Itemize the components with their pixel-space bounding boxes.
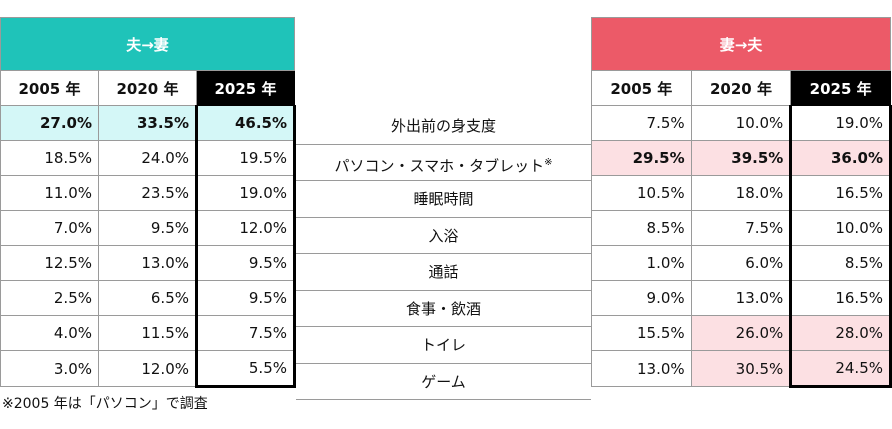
item-label: 睡眠時間 (296, 181, 591, 218)
husband-title: 夫 (126, 35, 142, 54)
value-cell: 36.0% (789, 140, 892, 176)
item-label: 外出前の身支度 (296, 108, 591, 145)
wife-title: 妻 (719, 35, 735, 54)
husband-to-wife-table: 夫→妻 2005 年 2020 年 2025 年 27.0% 33.5% 46.… (0, 17, 296, 388)
item-label: パソコン・スマホ・タブレット※ (296, 145, 591, 181)
value-cell: 7.5% (591, 105, 692, 141)
table-row: 9.0% 13.0% 16.5% (591, 280, 892, 316)
item-label-column: 外出前の身支度 パソコン・スマホ・タブレット※ 睡眠時間 入浴 通話 食事・飲酒… (296, 108, 591, 400)
value-cell: 11.5% (98, 315, 197, 351)
value-cell: 18.0% (690, 175, 792, 211)
table-row: 3.0% 12.0% 5.5% (0, 350, 296, 388)
table-row: 29.5% 39.5% 36.0% (591, 140, 892, 176)
value-cell: 30.5% (690, 350, 792, 387)
value-cell: 24.5% (789, 350, 892, 388)
year-header-2025: 2025 年 (196, 70, 295, 106)
value-cell: 18.5% (0, 140, 99, 176)
item-label: 食事・飲酒 (296, 291, 591, 327)
value-cell: 7.5% (690, 210, 792, 246)
table-row: 1.0% 6.0% 8.5% (591, 245, 892, 281)
value-cell: 9.5% (195, 280, 296, 316)
table-row: 11.0% 23.5% 19.0% (0, 175, 296, 211)
table-row: 8.5% 7.5% 10.0% (591, 210, 892, 246)
value-cell: 6.5% (98, 280, 197, 316)
value-cell: 39.5% (690, 140, 792, 176)
value-cell: 4.0% (0, 315, 99, 351)
value-cell: 7.5% (195, 315, 296, 351)
value-cell: 19.0% (195, 175, 296, 211)
husband-to-wife-header: 夫→妻 (0, 17, 295, 71)
item-label: トイレ (296, 327, 591, 364)
item-label: 入浴 (296, 218, 591, 254)
item-label: 通話 (296, 254, 591, 291)
item-label: ゲーム (296, 364, 591, 400)
table-row: 12.5% 13.0% 9.5% (0, 245, 296, 281)
table-row: 18.5% 24.0% 19.5% (0, 140, 296, 176)
item-label-text: パソコン・スマホ・タブレット (334, 156, 545, 175)
table-row: 2.5% 6.5% 9.5% (0, 280, 296, 316)
value-cell: 13.0% (98, 245, 197, 281)
value-cell: 19.0% (789, 105, 892, 141)
value-cell: 10.0% (789, 210, 892, 246)
value-cell: 13.0% (690, 280, 792, 316)
item-note-mark: ※ (544, 156, 553, 168)
value-cell: 6.0% (690, 245, 792, 281)
value-cell: 10.5% (591, 175, 692, 211)
wife-title-suffix: →夫 (734, 35, 763, 54)
value-cell: 12.0% (98, 350, 197, 387)
value-cell: 15.5% (591, 315, 692, 351)
value-cell: 19.5% (195, 140, 296, 176)
value-cell: 16.5% (789, 280, 892, 316)
value-cell: 8.5% (789, 245, 892, 281)
table-row: 4.0% 11.5% 7.5% (0, 315, 296, 351)
year-header-2020: 2020 年 (98, 70, 197, 106)
value-cell: 1.0% (591, 245, 692, 281)
value-cell: 46.5% (195, 105, 296, 141)
value-cell: 33.5% (98, 105, 197, 141)
value-cell: 13.0% (591, 350, 692, 387)
value-cell: 10.0% (690, 105, 792, 141)
value-cell: 2.5% (0, 280, 99, 316)
value-cell: 23.5% (98, 175, 197, 211)
value-cell: 16.5% (789, 175, 892, 211)
wife-to-husband-header: 妻→夫 (591, 17, 891, 71)
wife-to-husband-table: 妻→夫 2005 年 2020 年 2025 年 7.5% 10.0% 19.0… (591, 17, 892, 388)
year-header-2005: 2005 年 (0, 70, 99, 106)
value-cell: 11.0% (0, 175, 99, 211)
value-cell: 9.5% (195, 245, 296, 281)
value-cell: 12.5% (0, 245, 99, 281)
value-cell: 5.5% (195, 350, 296, 388)
value-cell: 8.5% (591, 210, 692, 246)
value-cell: 3.0% (0, 350, 99, 387)
table-row: 10.5% 18.0% 16.5% (591, 175, 892, 211)
value-cell: 9.0% (591, 280, 692, 316)
husband-title-suffix: →妻 (141, 35, 169, 54)
year-header-2025: 2025 年 (790, 70, 891, 106)
value-cell: 12.0% (195, 210, 296, 246)
footnote: ※2005 年は「パソコン」で調査 (2, 396, 208, 412)
value-cell: 24.0% (98, 140, 197, 176)
table-row: 7.5% 10.0% 19.0% (591, 105, 892, 141)
value-cell: 7.0% (0, 210, 99, 246)
table-row: 27.0% 33.5% 46.5% (0, 105, 296, 141)
value-cell: 29.5% (591, 140, 692, 176)
value-cell: 27.0% (0, 105, 99, 141)
value-cell: 9.5% (98, 210, 197, 246)
year-header-2005: 2005 年 (591, 70, 692, 106)
table-row: 15.5% 26.0% 28.0% (591, 315, 892, 351)
table-row: 13.0% 30.5% 24.5% (591, 350, 892, 388)
value-cell: 26.0% (690, 315, 792, 351)
value-cell: 28.0% (789, 315, 892, 351)
year-header-2020: 2020 年 (690, 70, 792, 106)
table-row: 7.0% 9.5% 12.0% (0, 210, 296, 246)
